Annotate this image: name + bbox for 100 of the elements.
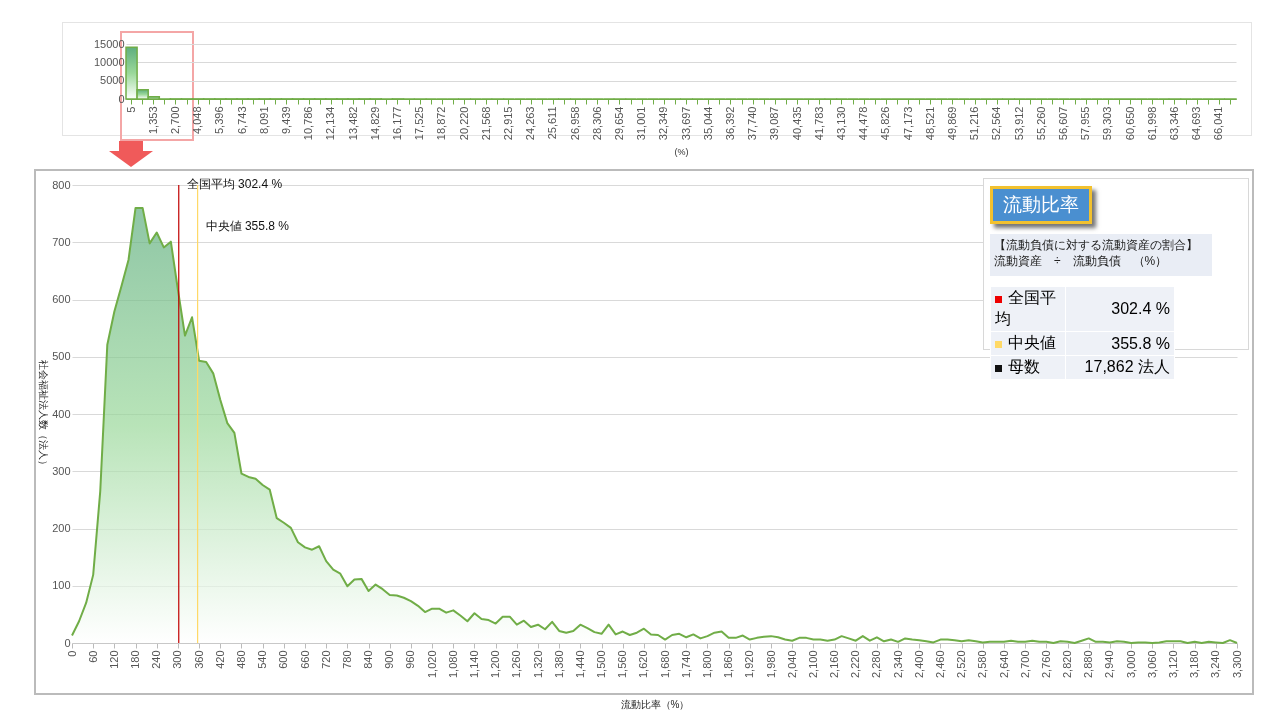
y-tick-label: 0 [118, 92, 125, 105]
x-tick-label: 600 [277, 650, 290, 669]
x-axis-title: (%) [674, 147, 689, 158]
x-tick-label: 5 [124, 106, 137, 113]
x-tick-label: 17,525 [413, 106, 426, 141]
x-axis-title: 流動比率（%） [620, 699, 690, 711]
x-tick-label: 420 [213, 650, 226, 669]
x-tick-label: 3,300 [1230, 650, 1243, 679]
x-tick-label: 10,786 [302, 106, 315, 141]
x-tick-label: 1,260 [510, 650, 523, 679]
x-tick-label: 2,220 [849, 650, 862, 679]
x-tick-label: 2,160 [828, 650, 841, 679]
x-tick-label: 8,091 [257, 106, 270, 135]
annotation: 母数 [990, 355, 1066, 380]
x-tick-label: 26,958 [568, 106, 581, 141]
x-tick-label: 2,700 [168, 106, 181, 135]
x-tick-label: 49,869 [945, 106, 958, 141]
x-tick-label: 3,180 [1188, 650, 1201, 679]
x-tick-label: 37,740 [746, 106, 759, 141]
y-tick-label: 15000 [93, 37, 125, 50]
x-tick-label: 29,654 [612, 106, 625, 141]
x-tick-label: 12,134 [324, 106, 337, 141]
x-tick-label: 14,829 [368, 106, 381, 141]
x-tick-label: 43,130 [834, 106, 847, 141]
y-tick-label: 5000 [100, 74, 125, 87]
x-tick-label: 59,303 [1101, 106, 1114, 141]
x-tick-label: 2,460 [933, 650, 946, 679]
x-tick-label: 57,955 [1079, 106, 1092, 141]
x-tick-label: 48,521 [923, 106, 936, 141]
x-tick-label: 1,680 [658, 650, 671, 679]
x-tick-label: 2,520 [955, 650, 968, 679]
x-tick-label: 41,783 [812, 106, 825, 141]
x-tick-label: 3,000 [1124, 650, 1137, 679]
x-tick-label: 540 [256, 650, 269, 669]
x-tick-label: 900 [383, 650, 396, 669]
x-tick-label: 1,353 [146, 106, 159, 135]
x-tick-label: 1,440 [573, 650, 586, 679]
x-tick-label: 44,478 [857, 106, 870, 141]
x-tick-label: 3,060 [1145, 650, 1158, 679]
x-tick-label: 360 [192, 650, 205, 669]
x-tick-label: 240 [150, 650, 163, 669]
x-tick-label: 25,611 [546, 106, 559, 140]
x-tick-label: 2,880 [1082, 650, 1095, 679]
x-tick-label: 2,940 [1103, 650, 1116, 679]
x-tick-label: 2,100 [806, 650, 819, 679]
y-tick-label: 400 [52, 407, 71, 420]
y-tick-label: 10000 [93, 55, 125, 68]
x-tick-label: 1,800 [700, 650, 713, 679]
x-tick-label: 1,380 [552, 650, 565, 679]
x-tick-label: 18,872 [435, 106, 448, 141]
x-tick-label: 2,040 [785, 650, 798, 679]
x-tick-label: 1,860 [722, 650, 735, 679]
x-tick-label: 53,912 [1012, 106, 1025, 141]
x-tick-label: 720 [319, 650, 332, 669]
x-tick-label: 32,349 [657, 106, 670, 141]
x-tick-label: 1,740 [679, 650, 692, 679]
annotation: 流動資産 ÷ 流動負債 （%） [994, 253, 1169, 269]
annotation: 中央値 [990, 331, 1066, 356]
x-tick-label: 52,564 [990, 106, 1003, 141]
annotation: 302.4 % [1065, 286, 1175, 332]
x-tick-label: 2,820 [1061, 650, 1074, 679]
x-tick-label: 300 [171, 650, 184, 669]
x-tick-label: 3,120 [1166, 650, 1179, 679]
x-tick-label: 66,041 [1212, 106, 1225, 141]
x-tick-label: 33,697 [679, 106, 692, 141]
x-tick-label: 51,216 [968, 106, 981, 141]
y-axis-title: 社会福祉法人数（法人） [38, 359, 50, 470]
x-tick-label: 56,607 [1056, 106, 1069, 141]
x-tick-label: 1,140 [467, 650, 480, 679]
x-tick-label: 55,260 [1034, 106, 1047, 141]
x-tick-label: 60,650 [1123, 106, 1136, 141]
x-tick-label: 24,263 [524, 106, 537, 141]
annotation: 355.8 % [1065, 331, 1175, 356]
y-tick-label: 300 [52, 464, 71, 477]
y-tick-label: 500 [52, 350, 71, 363]
y-tick-label: 100 [52, 579, 71, 592]
annotation: 【流動負債に対する流動資産の割合】 [994, 237, 1199, 253]
x-tick-label: 780 [340, 650, 353, 669]
x-tick-label: 3,240 [1209, 650, 1222, 679]
y-tick-label: 200 [52, 522, 71, 534]
x-tick-label: 0 [65, 650, 78, 657]
x-tick-label: 2,760 [1039, 650, 1052, 679]
x-tick-label: 2,580 [976, 650, 989, 679]
x-tick-label: 480 [234, 650, 247, 669]
y-tick-label: 800 [52, 178, 71, 191]
x-tick-label: 31,001 [635, 106, 648, 141]
annotation: 17,862 法人 [1065, 355, 1175, 380]
x-tick-label: 660 [298, 650, 311, 669]
y-tick-label: 0 [64, 636, 71, 649]
ref-line-label: 全国平均 302.4 % [186, 177, 283, 191]
x-tick-label: 21,568 [479, 106, 492, 141]
x-tick-label: 39,087 [768, 106, 781, 141]
x-tick-label: 2,340 [891, 650, 904, 679]
x-tick-label: 1,560 [616, 650, 629, 679]
x-tick-label: 1,980 [764, 650, 777, 679]
text: 流動比率 [990, 186, 1092, 224]
x-tick-label: 960 [404, 650, 417, 669]
x-tick-label: 4,048 [191, 106, 204, 135]
x-tick-label: 1,920 [743, 650, 756, 679]
x-tick-label: 1,080 [446, 650, 459, 679]
